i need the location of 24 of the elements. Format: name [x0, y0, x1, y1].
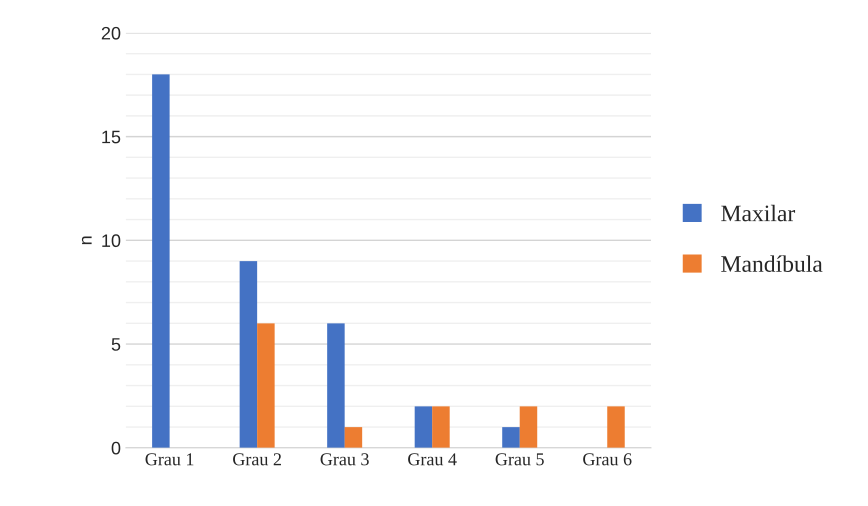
y-tick-label: 0	[112, 442, 120, 455]
bar	[432, 406, 450, 448]
bar	[520, 406, 538, 448]
x-tick-label: Grau 3	[320, 453, 369, 466]
y-tick-label: 5	[112, 338, 120, 351]
bar	[240, 261, 258, 448]
x-tick-label: Grau 4	[408, 453, 457, 466]
bar	[257, 323, 275, 448]
bar	[344, 427, 362, 448]
bar	[414, 406, 432, 448]
y-tick-label: 15	[102, 130, 120, 144]
legend-label: Maxilar	[721, 204, 796, 222]
bar	[607, 406, 625, 448]
bar	[327, 323, 345, 448]
y-tick-label: 20	[102, 26, 120, 40]
bar	[152, 74, 170, 448]
x-tick-label: Grau 5	[496, 453, 544, 466]
x-tick-label: Grau 1	[146, 453, 194, 466]
y-axis-title: n	[82, 236, 92, 244]
x-tick-label: Grau 2	[233, 453, 281, 466]
legend-label: Mandíbula	[721, 255, 823, 272]
y-tick-label: 10	[102, 234, 120, 248]
bar	[502, 427, 520, 448]
x-tick-label: Grau 6	[583, 453, 632, 466]
